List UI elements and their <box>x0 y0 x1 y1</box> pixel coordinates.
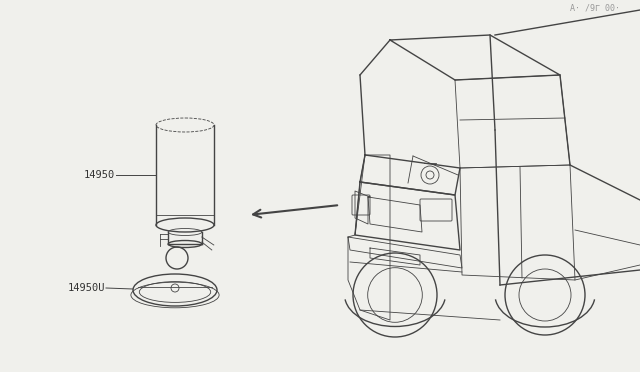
Text: 14950U: 14950U <box>67 283 105 293</box>
Text: 14950: 14950 <box>84 170 115 180</box>
Text: A· /9Γ 00·: A· /9Γ 00· <box>570 3 620 12</box>
